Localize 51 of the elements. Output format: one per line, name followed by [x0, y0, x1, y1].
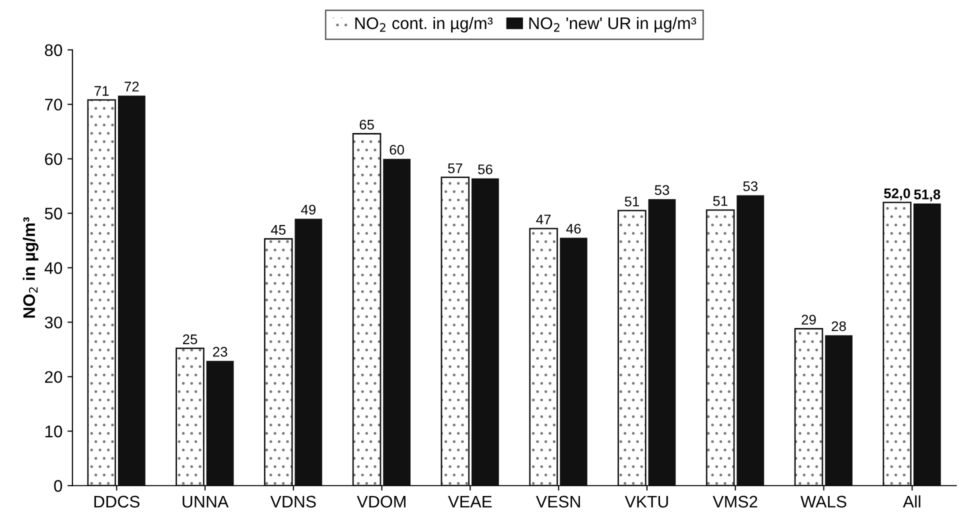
x-tick-label: VEAE	[448, 496, 492, 508]
data-label: 52,0	[884, 188, 910, 200]
data-label: 46	[566, 224, 581, 234]
y-tick-label: 0	[54, 480, 62, 492]
data-label: 29	[802, 314, 816, 325]
y-tick-label: 50	[44, 208, 62, 220]
data-label: 45	[270, 225, 286, 235]
bar	[560, 238, 588, 486]
bar	[383, 158, 411, 486]
bar	[736, 195, 764, 486]
data-label: 49	[301, 204, 316, 215]
data-label: 53	[743, 181, 758, 192]
data-label: 57	[448, 164, 462, 174]
x-tick-label: VMS2	[712, 496, 758, 508]
data-label: 60	[390, 144, 404, 155]
y-tick-label: 20	[45, 371, 62, 383]
legend-label: NO$_{2}$ 'new' UR in µg/m³	[529, 16, 696, 32]
bar	[913, 203, 941, 486]
x-tick-label: VDOM	[356, 496, 406, 508]
x-tick-label: VKTU	[624, 496, 668, 508]
data-label: 51	[713, 196, 728, 206]
bar	[118, 96, 146, 486]
legend-label: NO$_{2}$ cont. in µg/m³	[355, 16, 493, 32]
y-axis-title: NO$_{2}$ in µg/m³	[22, 217, 38, 318]
y-tick-label: 30	[44, 316, 62, 328]
y-tick-label: 40	[44, 262, 62, 274]
x-tick-label: VESN	[536, 496, 580, 508]
y-tick-label: 10	[45, 426, 62, 438]
data-label: 72	[124, 82, 139, 92]
bar	[825, 335, 852, 486]
x-tick-label: All	[902, 495, 920, 508]
y-tick-label: 80	[44, 44, 62, 56]
x-tick-label: WALS	[800, 496, 846, 508]
x-tick-label: DDCS	[94, 496, 140, 508]
bar	[472, 178, 499, 486]
data-label: 53	[654, 185, 670, 195]
bar	[206, 360, 234, 486]
y-tick-label: 60	[45, 153, 62, 166]
data-label: 25	[182, 334, 198, 344]
data-label: 51,8	[914, 190, 940, 202]
data-label: 47	[536, 214, 551, 224]
bar	[648, 199, 676, 486]
data-label: 28	[832, 321, 846, 332]
x-tick-label: UNNA	[182, 496, 229, 508]
data-label: 23	[213, 346, 228, 357]
data-label: 71	[94, 86, 109, 96]
data-label: 56	[478, 164, 492, 174]
data-label: 51	[624, 196, 639, 206]
y-tick-label: 70	[45, 98, 62, 111]
data-label: 65	[360, 120, 374, 130]
x-tick-label: VDNS	[270, 496, 316, 508]
